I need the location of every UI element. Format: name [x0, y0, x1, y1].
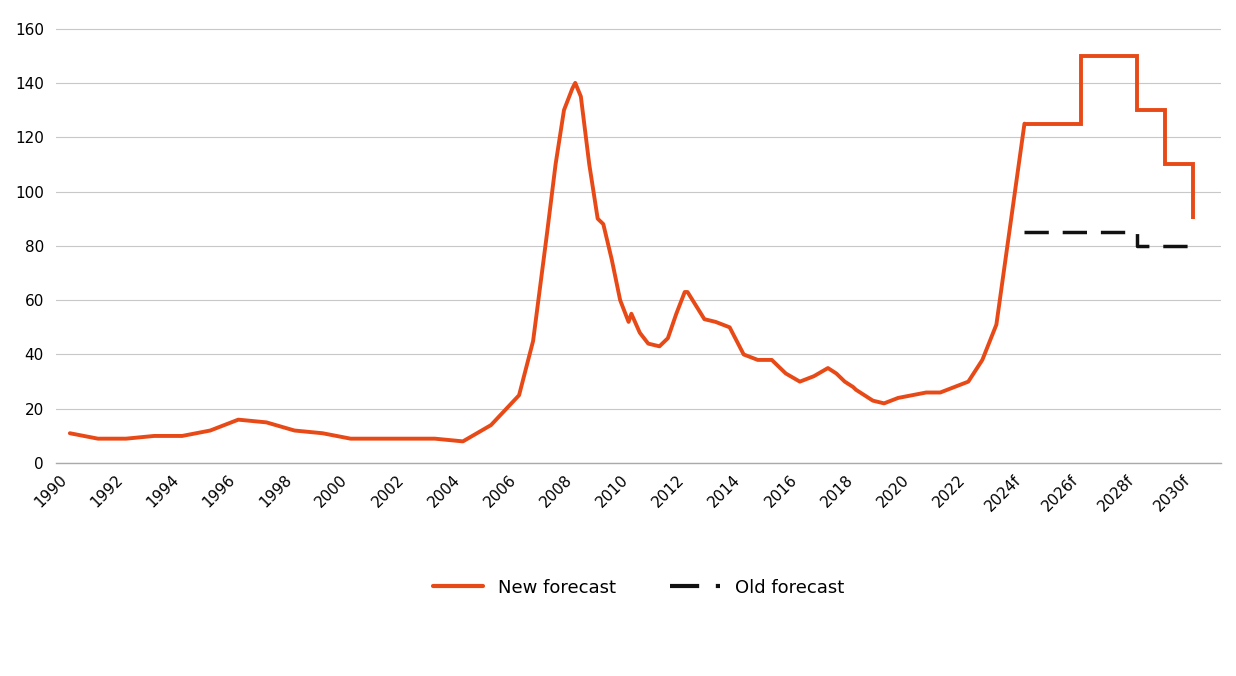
New forecast: [512, 391, 527, 400]
New forecast: [456, 437, 471, 445]
Old forecast: [1073, 228, 1088, 237]
Line: New forecast: New forecast: [70, 83, 1025, 441]
New forecast: [567, 79, 582, 87]
Legend: New forecast, Old forecast: New forecast, Old forecast: [425, 571, 852, 604]
Old forecast: [1130, 242, 1145, 250]
Old forecast: [1185, 242, 1200, 250]
Old forecast: [1017, 228, 1032, 237]
New forecast: [63, 429, 78, 437]
Old forecast: [1101, 228, 1116, 237]
Old forecast: [1130, 228, 1145, 237]
New forecast: [975, 356, 990, 364]
New forecast: [905, 391, 920, 400]
New forecast: [622, 318, 637, 326]
New forecast: [669, 310, 684, 318]
Old forecast: [1157, 242, 1172, 250]
Old forecast: [1046, 228, 1060, 237]
New forecast: [1017, 120, 1032, 128]
New forecast: [556, 106, 571, 114]
Line: Old forecast: Old forecast: [1025, 233, 1193, 246]
